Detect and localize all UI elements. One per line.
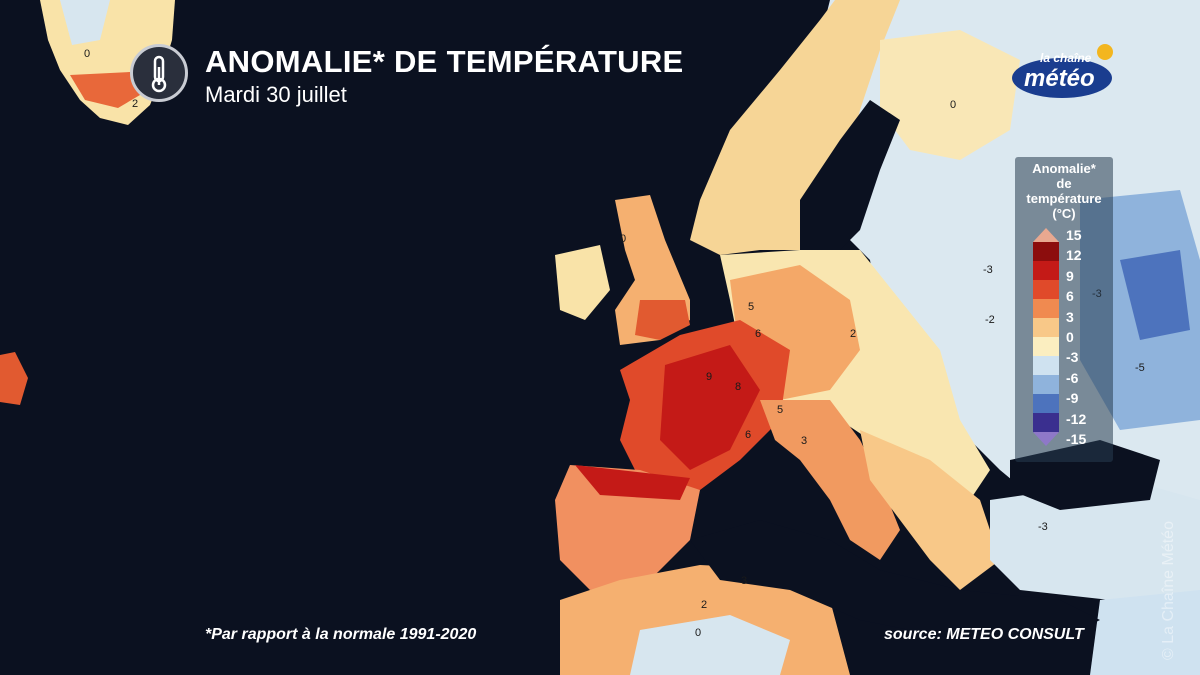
legend-tick: 3 — [1066, 308, 1074, 325]
map-label: 2 — [850, 328, 856, 340]
legend-tick: 9 — [1066, 267, 1074, 284]
map-label: 0 — [950, 99, 956, 111]
legend-swatch — [1033, 299, 1059, 319]
legend-swatch — [1033, 318, 1059, 338]
legend-tick: 15 — [1066, 227, 1082, 243]
iceland-fragment — [0, 352, 28, 405]
map-label: -3 — [983, 264, 993, 276]
ireland — [555, 245, 610, 320]
legend-swatch — [1033, 242, 1059, 262]
map-label: 9 — [706, 371, 712, 383]
map-label: 3 — [801, 435, 807, 447]
turkey — [990, 480, 1200, 600]
map-label: 0 — [695, 627, 701, 639]
legend-swatch — [1033, 280, 1059, 300]
map-label: 0 — [84, 48, 90, 60]
alps-italy — [760, 400, 900, 560]
legend-cap-top — [1033, 228, 1059, 242]
finland — [880, 30, 1020, 160]
map-label: 0 — [620, 233, 626, 245]
mid-east — [1090, 590, 1200, 675]
legend-swatch — [1033, 375, 1059, 395]
legend-title: Anomalie* de température (°C) — [1026, 161, 1102, 221]
map-label: 2 — [132, 98, 138, 110]
norway-sweden — [690, 0, 900, 255]
legend-tick: 12 — [1066, 247, 1082, 264]
legend-swatch — [1033, 394, 1059, 414]
legend-tick: -3 — [1066, 349, 1079, 366]
legend-tick: 6 — [1066, 288, 1074, 305]
map-label: 6 — [745, 429, 751, 441]
map-label: -3 — [1038, 521, 1048, 533]
footnote: *Par rapport à la normale 1991-2020 — [205, 626, 477, 643]
map-label: 3 — [741, 575, 747, 587]
svg-text:la chaîne: la chaîne — [1040, 51, 1092, 65]
legend-tick: -15 — [1066, 431, 1087, 447]
africa-cool — [630, 615, 790, 675]
svg-text:météo: météo — [1024, 65, 1095, 92]
la-chaine-meteo-logo: la chaîne météo — [1010, 40, 1120, 102]
map-label: 2 — [701, 599, 707, 611]
map-label: -5 — [1135, 362, 1145, 374]
map-label: -2 — [985, 314, 995, 326]
page-subtitle: Mardi 30 juillet — [205, 82, 347, 107]
north-spain-hot — [575, 465, 690, 500]
russia-colder — [1120, 250, 1190, 340]
source-credit: source: METEO CONSULT — [884, 626, 1084, 643]
greenland-cool — [60, 0, 110, 45]
legend-tick: -12 — [1066, 410, 1087, 427]
greenland-warm — [70, 72, 140, 108]
map-label: 6 — [755, 328, 761, 340]
legend-cap-bottom — [1033, 432, 1059, 446]
legend-swatch — [1033, 413, 1059, 433]
legend-color-bar — [1033, 228, 1059, 446]
legend-tick: 0 — [1066, 329, 1074, 345]
thermometer-icon — [130, 44, 188, 102]
england-hot — [635, 300, 690, 340]
map-label: 5 — [777, 404, 783, 416]
map-label: 5 — [748, 301, 754, 313]
map-label: 8 — [735, 381, 741, 393]
legend-swatch — [1033, 337, 1059, 357]
legend-swatch — [1033, 261, 1059, 281]
legend-tick: -9 — [1066, 390, 1079, 407]
watermark: © La Chaîne Météo — [1160, 521, 1177, 660]
legend-swatch — [1033, 356, 1059, 376]
page-title: ANOMALIE* DE TEMPÉRATURE — [205, 44, 684, 79]
legend-tick: -6 — [1066, 369, 1079, 386]
balkans — [860, 430, 1000, 590]
france-core — [660, 345, 760, 470]
mediterranean — [690, 520, 1100, 640]
baltic-sea — [800, 100, 900, 260]
legend-panel: Anomalie* de température (°C) — [1015, 157, 1113, 462]
